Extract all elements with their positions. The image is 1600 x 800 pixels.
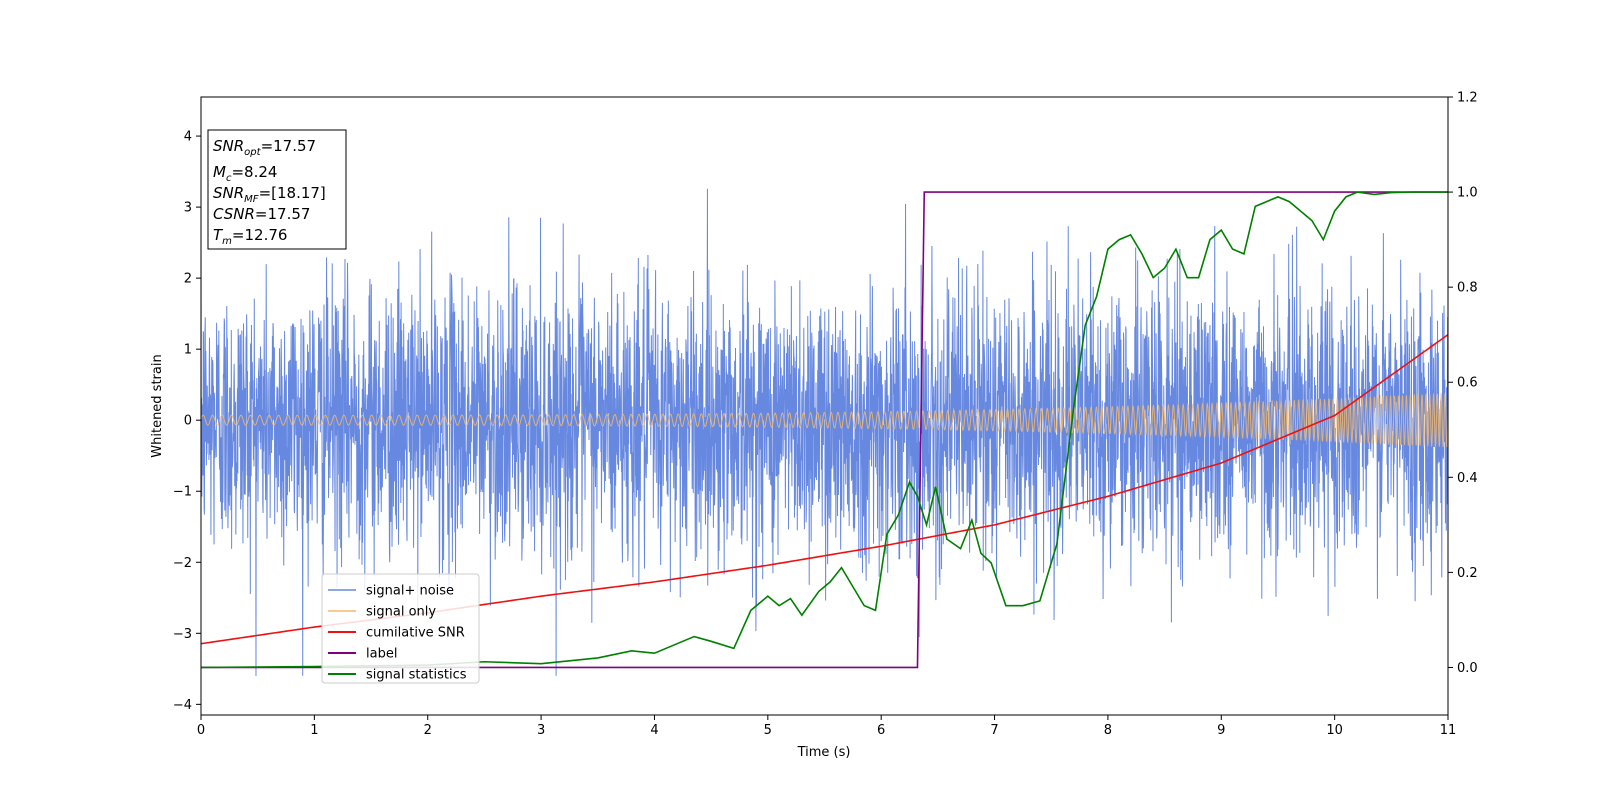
y-axis-label: Whitened strain xyxy=(150,354,165,457)
x-tick-label: 0 xyxy=(197,723,205,738)
legend: signal+ noise signal only cumilative SNR la… xyxy=(321,573,480,684)
y-tick-label: 4 xyxy=(184,130,192,145)
y-tick-label: −4 xyxy=(173,698,192,713)
x-axis: 0 1 2 3 4 5 6 7 8 9 10 11 xyxy=(197,715,1456,738)
annotation-frame xyxy=(207,129,347,250)
annotation-line: SNRopt=17.57 xyxy=(213,137,316,158)
legend-label: signal statistics xyxy=(366,668,467,683)
x-tick-label: 9 xyxy=(1217,723,1225,738)
x-axis-label: Time (s) xyxy=(797,745,851,760)
annotation-line: Mc=8.24 xyxy=(213,163,277,184)
y-tick-label: 3 xyxy=(184,201,192,216)
annotation-box: SNRopt=17.57 Mc=8.24SNRMF=[18.17]CSNR=17.… xyxy=(207,129,347,250)
y-tick-label: −3 xyxy=(173,627,192,642)
y2-tick-label: 1.0 xyxy=(1457,186,1478,201)
y-axis-left: −4 −3 −2 −1 0 1 2 3 4 xyxy=(173,130,201,713)
y-tick-label: −2 xyxy=(173,556,192,571)
y-axis-right: 0.0 0.2 0.4 0.6 0.8 1.0 1.2 xyxy=(1448,91,1478,676)
x-tick-label: 7 xyxy=(990,723,998,738)
legend-label: label xyxy=(366,647,397,662)
x-tick-label: 10 xyxy=(1326,723,1343,738)
y2-tick-label: 0.2 xyxy=(1457,566,1478,581)
plot-frame xyxy=(200,96,1449,716)
y2-tick-label: 0.8 xyxy=(1457,281,1478,296)
label-series xyxy=(201,191,1448,669)
y-tick-label: 2 xyxy=(184,272,192,287)
y-tick-label: 0 xyxy=(184,414,192,429)
x-tick-label: 5 xyxy=(764,723,772,738)
annotation-line: CSNR=17.57 xyxy=(213,205,310,223)
y-tick-label: −1 xyxy=(173,485,192,500)
x-tick-label: 4 xyxy=(650,723,658,738)
y2-tick-label: 0.6 xyxy=(1457,376,1478,391)
y-tick-label: 1 xyxy=(184,343,192,358)
annotation-line: Tm=12.76 xyxy=(213,226,287,247)
legend-label: signal only xyxy=(366,605,436,620)
legend-frame xyxy=(321,573,480,684)
signal-only-series xyxy=(201,392,1448,448)
signal-plus-noise-series xyxy=(201,188,1448,676)
x-tick-label: 1 xyxy=(310,723,318,738)
x-tick-label: 8 xyxy=(1104,723,1112,738)
y2-tick-label: 0.0 xyxy=(1457,661,1478,676)
x-tick-label: 11 xyxy=(1440,723,1457,738)
annotation-line: SNRMF=[18.17] xyxy=(213,184,326,205)
x-tick-label: 6 xyxy=(877,723,885,738)
legend-label: signal+ noise xyxy=(366,584,454,599)
y2-tick-label: 1.2 xyxy=(1457,91,1478,106)
x-tick-label: 3 xyxy=(537,723,545,738)
legend-label: cumilative SNR xyxy=(366,626,465,641)
x-tick-label: 2 xyxy=(424,723,432,738)
y2-tick-label: 0.4 xyxy=(1457,471,1478,486)
signal-statistics-series xyxy=(201,191,1448,669)
